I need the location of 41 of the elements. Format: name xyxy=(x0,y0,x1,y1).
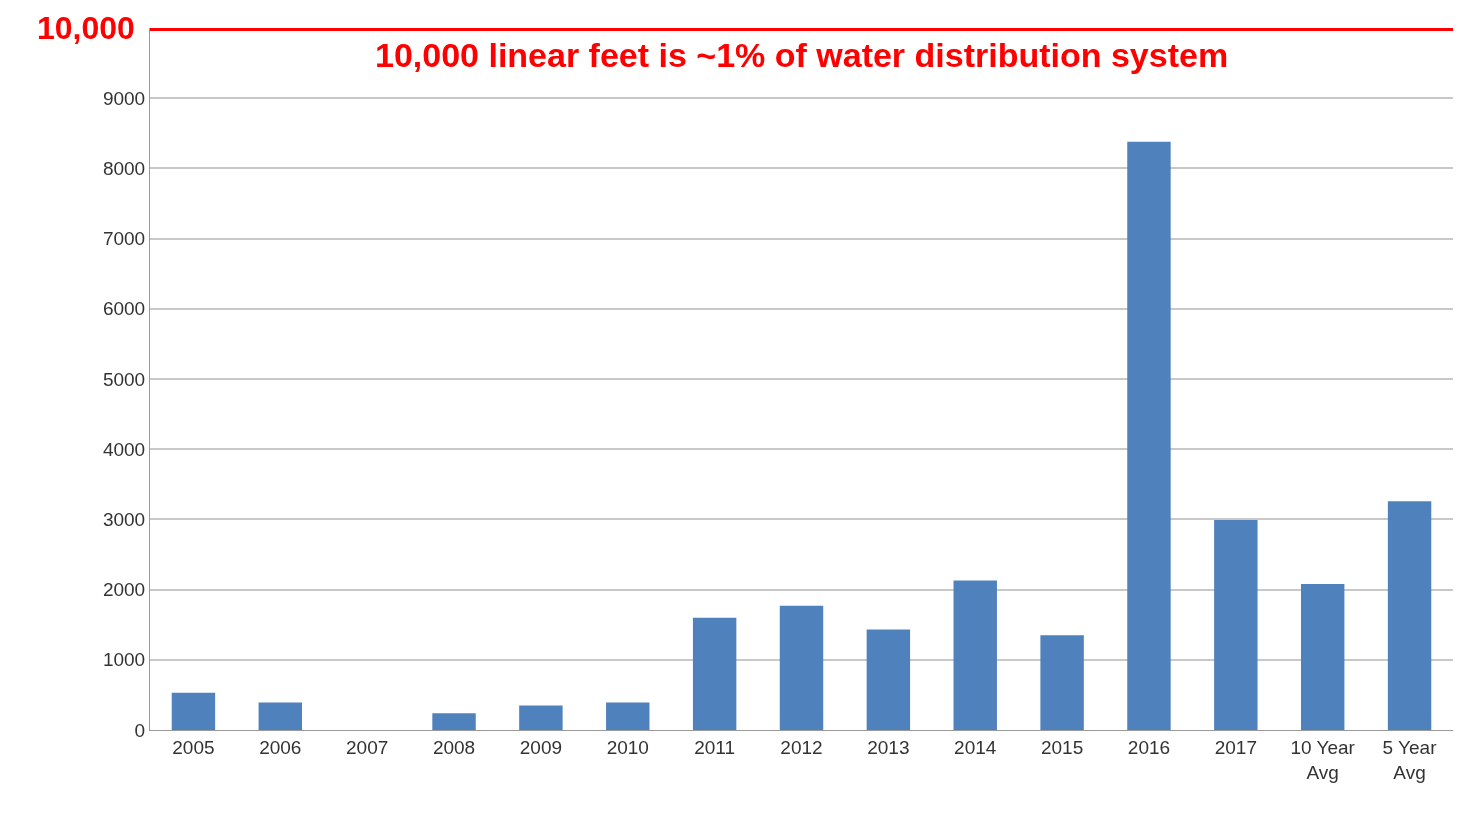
x-tick-label: 2010 xyxy=(606,736,649,758)
x-tick-label: 2016 xyxy=(1127,736,1171,758)
bar xyxy=(779,605,824,730)
bar xyxy=(1300,583,1345,730)
y-tick-label: 7000 xyxy=(102,228,146,250)
x-tick-label: 2017 xyxy=(1214,736,1257,758)
x-tick-label: 2008 xyxy=(432,736,476,758)
x-tick-label: 2011 xyxy=(694,736,736,758)
bar xyxy=(953,580,997,730)
bar xyxy=(1040,635,1084,730)
x-tick-label: 2014 xyxy=(954,736,997,758)
bar xyxy=(692,617,737,730)
x-tick-label: 2009 xyxy=(519,736,563,758)
y-tick-label: 0 xyxy=(134,719,146,741)
y-tick-label: 2000 xyxy=(102,579,146,601)
y-tick-label: 4000 xyxy=(102,438,146,460)
bar xyxy=(606,702,650,730)
x-tick-label: 2005 xyxy=(172,736,215,758)
x-tick-label: 5 Year Avg xyxy=(1382,736,1438,783)
y-tick-label: 5000 xyxy=(102,368,146,390)
bar xyxy=(432,713,476,730)
y-tick-label: 3000 xyxy=(102,509,146,531)
x-tick-label: 10 Year Avg xyxy=(1290,736,1356,783)
y-tick-label: 6000 xyxy=(102,298,146,320)
bar xyxy=(1127,141,1171,730)
x-tick-label: 2012 xyxy=(780,736,823,758)
x-tick-label: 2013 xyxy=(867,736,910,758)
y-tick-label: 1000 xyxy=(102,649,146,671)
y-tick-label: 9000 xyxy=(102,87,146,109)
ref-line-label: 10,000 xyxy=(37,10,135,46)
x-tick-label: 2006 xyxy=(259,736,302,758)
bar xyxy=(519,705,563,730)
y-tick-label: 8000 xyxy=(102,158,146,180)
annotation: 10,000 linear feet is ~1% of water distribution system xyxy=(375,36,1229,74)
bar xyxy=(866,629,911,730)
bar xyxy=(1214,520,1258,730)
bar xyxy=(1387,501,1432,730)
x-tick-label: 2007 xyxy=(346,736,389,758)
bar xyxy=(171,692,216,730)
x-tick-label: 2015 xyxy=(1040,736,1084,758)
bar xyxy=(258,702,303,730)
